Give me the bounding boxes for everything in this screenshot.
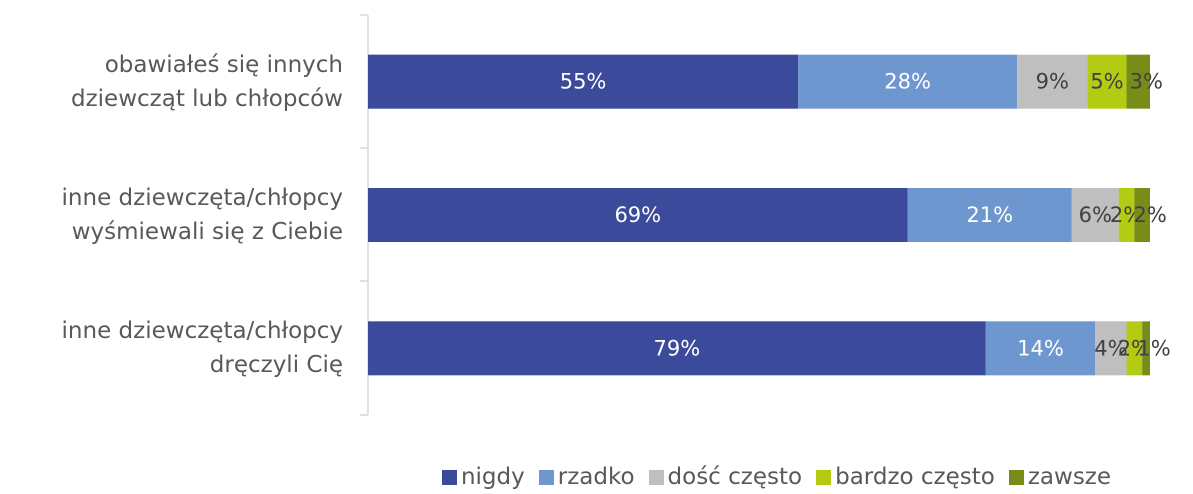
bar-segment: [1142, 321, 1150, 376]
data-label: 79%: [654, 336, 701, 360]
data-label: 1%: [1137, 336, 1170, 360]
legend-swatch: [648, 469, 664, 485]
bar-segment: [907, 188, 1072, 242]
data-label: 28%: [884, 70, 931, 94]
legend-item: dość często: [648, 464, 803, 490]
legend-item: nigdy: [441, 464, 525, 490]
legend-swatch: [441, 469, 457, 485]
bar-segment: [1017, 54, 1088, 109]
data-label: 14%: [1017, 336, 1064, 360]
bar-segment: [368, 188, 908, 242]
bar-segment: [1095, 321, 1127, 376]
data-label: 4%: [1094, 336, 1127, 360]
category-label: inne dziewczęta/chłopcy wyśmiewali się z…: [61, 185, 343, 245]
bar-segment: [798, 54, 1018, 109]
legend-label: zawsze: [1027, 464, 1112, 490]
bar-segment: [368, 321, 986, 376]
data-label: 21%: [966, 203, 1013, 227]
bar-segment: [985, 321, 1096, 376]
data-label: 2%: [1134, 203, 1167, 227]
legend-item: bardzo często: [816, 464, 995, 490]
legend-label: rzadko: [557, 464, 635, 490]
bar-segment: [1071, 188, 1119, 242]
bar-segment: [1126, 54, 1150, 109]
axis: [360, 14, 369, 416]
data-label: 55%: [560, 70, 607, 94]
bar-segment: [1126, 321, 1143, 376]
legend-item: rzadko: [538, 464, 635, 490]
data-label: 3%: [1130, 70, 1163, 94]
category-label: inne dziewczęta/chłopcy dręczyli Cię: [61, 318, 343, 379]
bar-segment: [368, 54, 799, 109]
legend: nigdy rzadko dość często bardzo często zawsz…: [0, 464, 1193, 490]
data-label: 5%: [1090, 70, 1123, 94]
legend-label: nigdy: [460, 464, 525, 490]
legend-label: bardzo często: [835, 464, 995, 490]
bar-segment: [1134, 188, 1150, 242]
legend-item: zawsze: [1008, 464, 1112, 490]
legend-swatch: [816, 469, 832, 485]
legend-label: dość często: [667, 464, 803, 490]
bar-segment: [1087, 54, 1127, 109]
data-label: 69%: [614, 203, 661, 227]
legend-swatch: [1008, 469, 1024, 485]
data-label: 9%: [1036, 70, 1069, 94]
legend-swatch: [538, 469, 554, 485]
data-label: 6%: [1079, 203, 1112, 227]
bar-segment: [1118, 188, 1135, 242]
category-label: obawiałeś się innych dziewcząt lub chłop…: [70, 51, 343, 112]
